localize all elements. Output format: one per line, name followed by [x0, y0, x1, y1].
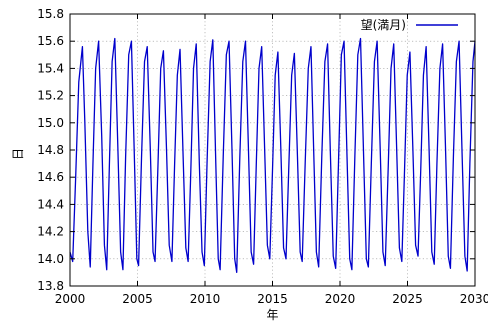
x-axis-label: 年 [266, 308, 278, 322]
y-tick-label: 14.8 [37, 143, 64, 157]
series-line-0 [69, 37, 476, 274]
ticks [69, 13, 476, 287]
x-tick-label: 2020 [325, 292, 356, 306]
y-tick-label: 15.2 [37, 89, 64, 103]
x-tick-label: 2030 [460, 292, 488, 306]
y-tick-label: 14.6 [37, 170, 64, 184]
x-tick-label: 2025 [392, 292, 423, 306]
legend-label: 望(満月) [361, 18, 406, 32]
y-axis-label: 日 [11, 148, 25, 160]
y-tick-label: 13.8 [37, 279, 64, 293]
y-tick-label: 15.6 [37, 34, 64, 48]
y-tick-label: 15.0 [37, 116, 64, 130]
x-tick-label: 2015 [257, 292, 288, 306]
y-tick-label: 14.0 [37, 252, 64, 266]
y-tick-label: 14.2 [37, 225, 64, 239]
x-tick-label: 2010 [190, 292, 221, 306]
tick-labels: 2000 2005 2010 2015 2020 2025 2030 13.8 14.0 14.2… [37, 7, 488, 306]
legend: 望(満月) [361, 18, 458, 32]
series [69, 37, 476, 274]
y-tick-label: 15.8 [37, 7, 64, 21]
y-tick-label: 15.4 [37, 61, 64, 75]
x-tick-label: 2005 [122, 292, 153, 306]
y-tick-label: 14.4 [37, 197, 64, 211]
x-tick-label: 2000 [55, 292, 86, 306]
